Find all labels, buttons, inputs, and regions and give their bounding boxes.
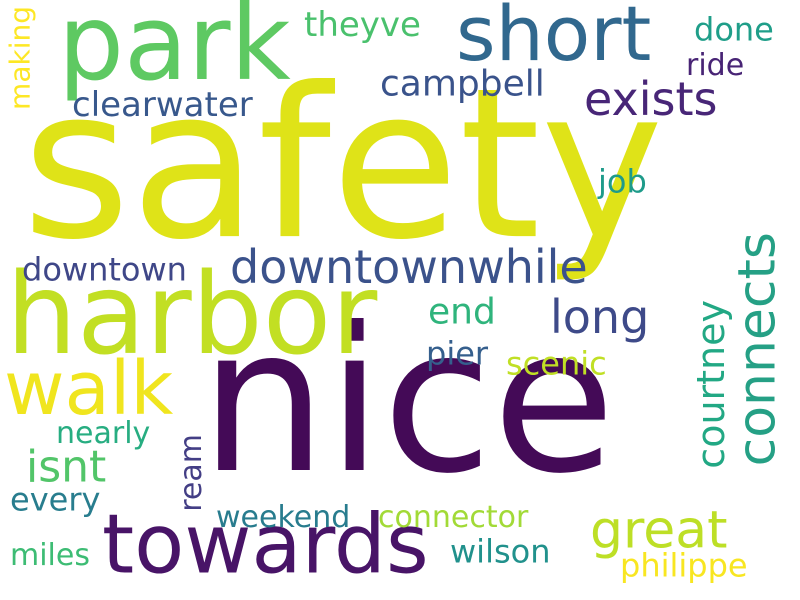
word-safety: safety bbox=[22, 44, 664, 286]
word-connector: connector bbox=[378, 500, 529, 535]
word-philippe: philippe bbox=[620, 546, 748, 584]
word-done: done bbox=[694, 10, 774, 48]
word-end: end bbox=[428, 291, 496, 332]
word-connects: connects bbox=[728, 232, 788, 466]
word-nice: nice bbox=[200, 285, 615, 518]
word-exists: exists bbox=[584, 72, 717, 126]
word-job: job bbox=[597, 162, 647, 200]
word-making: making bbox=[3, 6, 36, 110]
word-great: great bbox=[590, 501, 728, 561]
word-campbell: campbell bbox=[380, 63, 545, 104]
word-scenic: scenic bbox=[506, 344, 607, 382]
word-every: every bbox=[10, 480, 100, 518]
word-nearly: nearly bbox=[56, 416, 150, 451]
word-wilson: wilson bbox=[450, 532, 550, 570]
word-long: long bbox=[550, 290, 649, 344]
word-clearwater: clearwater bbox=[72, 85, 253, 125]
word-ride: ride bbox=[686, 48, 744, 83]
word-towards: towards bbox=[102, 497, 429, 592]
word-walk: walk bbox=[4, 346, 173, 432]
word-downtown: downtown bbox=[22, 250, 187, 288]
word-miles: miles bbox=[10, 538, 90, 573]
word-courtney: courtney bbox=[689, 300, 733, 469]
word-isnt: isnt bbox=[26, 441, 106, 492]
word-theyve: theyve bbox=[304, 5, 421, 45]
word-weekend: weekend bbox=[216, 500, 350, 535]
word-downtownwhile: downtownwhile bbox=[230, 240, 588, 294]
word-park: park bbox=[58, 0, 291, 104]
word-short: short bbox=[456, 0, 651, 78]
word-pier: pier bbox=[426, 334, 489, 372]
word-harbor: harbor bbox=[6, 250, 378, 380]
word-ream: ream bbox=[174, 434, 209, 512]
